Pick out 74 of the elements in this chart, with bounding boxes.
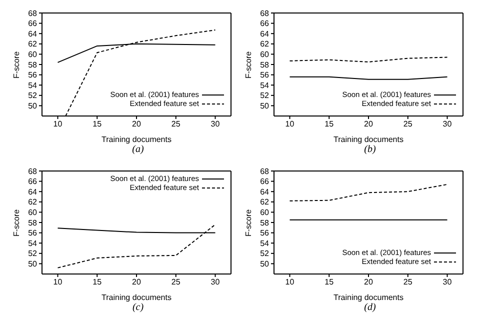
- y-tick-label: 68: [260, 8, 270, 18]
- y-tick-label: 64: [28, 187, 38, 196]
- y-tick-label: 50: [28, 260, 38, 269]
- x-axis-title: Training documents: [334, 135, 404, 144]
- y-tick-label: 54: [28, 238, 38, 248]
- y-tick-label: 56: [28, 228, 38, 238]
- y-tick-label: 68: [260, 166, 270, 176]
- y-tick-label: 60: [260, 208, 270, 218]
- x-axis-title: Training documents: [102, 293, 172, 302]
- x-tick-label: 15: [92, 120, 102, 129]
- y-tick-label: 58: [28, 218, 38, 228]
- y-tick-label: 56: [260, 70, 270, 80]
- y-tick-label: 62: [28, 198, 38, 207]
- x-tick-label: 30: [442, 278, 452, 287]
- line-series: [57, 224, 216, 268]
- x-tick-label: 10: [53, 120, 63, 129]
- y-tick-label: 66: [28, 177, 38, 186]
- y-tick-label: 56: [28, 70, 38, 80]
- y-tick-label: 60: [28, 208, 38, 218]
- x-axis-title: Training documents: [102, 135, 172, 144]
- y-tick-label: 50: [260, 260, 270, 269]
- x-tick-label: 30: [210, 120, 220, 129]
- x-tick-label: 20: [364, 278, 374, 287]
- y-axis-title: F-score: [12, 208, 21, 236]
- y-tick-label: 50: [260, 102, 270, 111]
- y-axis-title: F-score: [12, 50, 21, 78]
- x-tick-label: 25: [171, 278, 181, 287]
- y-tick-label: 52: [28, 91, 38, 100]
- line-series: [289, 184, 448, 202]
- y-tick-label: 64: [28, 29, 38, 38]
- x-tick-label: 30: [210, 278, 220, 287]
- x-tick-label: 30: [442, 120, 452, 129]
- y-tick-label: 54: [260, 80, 270, 90]
- x-tick-label: 15: [92, 278, 102, 287]
- x-tick-label: 25: [171, 120, 181, 129]
- x-tick-label: 20: [132, 120, 142, 129]
- x-tick-label: 15: [324, 120, 334, 129]
- x-tick-label: 25: [403, 278, 413, 287]
- y-tick-label: 58: [260, 60, 270, 70]
- text: (c): [131, 302, 145, 313]
- y-tick-label: 54: [260, 238, 270, 248]
- x-tick-label: 20: [364, 120, 374, 129]
- y-tick-label: 56: [260, 228, 270, 238]
- y-tick-label: 66: [260, 177, 270, 186]
- text: (a): [131, 144, 145, 155]
- x-tick-label: 10: [285, 120, 295, 129]
- y-tick-label: 64: [260, 187, 270, 196]
- y-axis-title: F-score: [244, 50, 253, 78]
- x-tick-label: 10: [53, 278, 63, 287]
- y-tick-label: 62: [260, 198, 270, 207]
- x-tick-label: 15: [324, 278, 334, 287]
- y-tick-label: 54: [28, 80, 38, 90]
- x-tick-label: 25: [403, 120, 413, 129]
- y-tick-label: 50: [28, 102, 38, 111]
- text: (b): [363, 144, 377, 155]
- x-axis-title: Training documents: [334, 293, 404, 302]
- y-tick-label: 52: [260, 249, 270, 258]
- y-tick-label: 52: [28, 249, 38, 258]
- y-tick-label: 62: [260, 40, 270, 49]
- y-tick-label: 58: [28, 60, 38, 70]
- y-tick-label: 68: [28, 166, 38, 176]
- y-tick-label: 60: [28, 50, 38, 60]
- y-tick-label: 62: [28, 40, 38, 49]
- y-tick-label: 66: [260, 19, 270, 28]
- y-tick-label: 60: [260, 50, 270, 60]
- y-tick-label: 52: [260, 91, 270, 100]
- y-tick-label: 66: [28, 19, 38, 28]
- x-tick-label: 20: [132, 278, 142, 287]
- x-tick-label: 10: [285, 278, 295, 287]
- text: (d): [363, 302, 377, 313]
- y-tick-label: 64: [260, 29, 270, 38]
- y-axis-title: F-score: [244, 208, 253, 236]
- y-tick-label: 68: [28, 8, 38, 18]
- y-tick-label: 58: [260, 218, 270, 228]
